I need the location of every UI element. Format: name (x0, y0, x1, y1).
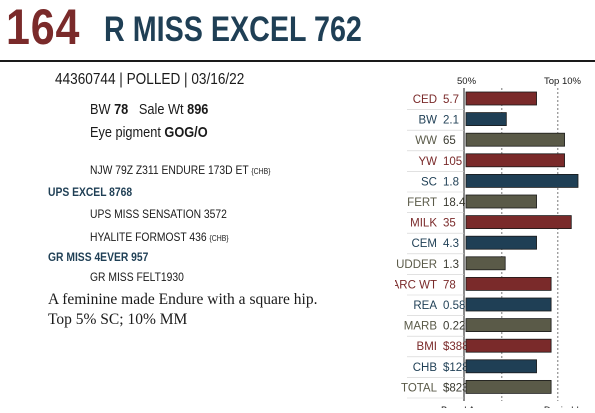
trait-label-chb: CHB (413, 362, 438, 374)
trait-label-ww: WW (415, 135, 437, 147)
trait-value-rea: 0.58 (443, 300, 465, 312)
trait-bar-ced (465, 91, 537, 106)
trait-bar-rea (465, 297, 552, 312)
trait-value-milk: 35 (443, 218, 456, 230)
chart-top-right-label: Top 10% (544, 76, 582, 87)
trait-value-ww: 65 (443, 135, 456, 147)
trait-label-bmi: BMI (417, 341, 437, 353)
trait-label-carc-wt: CARC WT (395, 279, 437, 291)
comment-line-1: A feminine made Endure with a square hip… (48, 291, 318, 308)
pedigree-sire-sire: NJW 79Z Z311 ENDURE 173D ET {CHB} (90, 163, 270, 179)
pedigree-sire: UPS EXCEL 8768 (48, 185, 133, 199)
pedigree-dam-sire: HYALITE FORMOST 436 {CHB} (90, 230, 229, 246)
header-divider (0, 60, 595, 62)
eye-pigment-line: Eye pigment GOG/O (90, 124, 208, 141)
sire-sire-tag: {CHB} (251, 167, 271, 176)
trait-value-fert: 18.4 (443, 197, 466, 209)
trait-value-carc-wt: 78 (443, 279, 456, 291)
registration-line: 44360744 | POLLED | 03/16/22 (55, 71, 245, 88)
trait-value-sc: 1.8 (443, 176, 459, 188)
pedigree-dam-dam: GR MISS FELT1930 (90, 270, 184, 284)
trait-label-ced: CED (413, 94, 437, 106)
chart-bottom-left-label: Breed Average (441, 405, 504, 408)
trait-label-cem: CEM (411, 238, 437, 250)
chart-bottom-right-label: Desirable (544, 405, 584, 408)
trait-bar-bw (465, 112, 507, 126)
trait-value-ced: 5.7 (443, 94, 459, 106)
animal-name: R MISS EXCEL 762 (104, 10, 362, 49)
trait-value-bw: 2.1 (443, 115, 459, 127)
trait-bar-sc (465, 174, 579, 188)
trait-bar-milk (465, 215, 572, 230)
eye-pigment-label: Eye pigment (90, 124, 161, 141)
sire-sire-name: NJW 79Z Z311 ENDURE 173D ET (90, 163, 249, 177)
epd-bar-chart: 50% Top 10% CED 5.7 BW 2.1 WW 65 YW 105 SC 1.8 FERT 1… (395, 76, 584, 408)
trait-label-yw: YW (418, 156, 437, 168)
dam-sire-name: HYALITE FORMOST 436 (90, 230, 207, 244)
trait-bar-udder (465, 256, 506, 271)
pedigree-dam: GR MISS 4EVER 957 (48, 250, 149, 264)
sale-wt-label: Sale Wt (138, 101, 184, 118)
trait-bar-carc-wt (465, 276, 552, 291)
trait-bar-cem (465, 235, 537, 250)
trait-value-total: $823 (443, 382, 469, 394)
trait-bar-chb (465, 359, 537, 374)
trait-label-sc: SC (421, 176, 437, 188)
trait-bar-yw (465, 153, 565, 168)
trait-bar-fert (465, 194, 537, 209)
sale-wt-value: 896 (187, 101, 209, 118)
trait-bar-ww (465, 132, 565, 147)
trait-value-bmi: $388 (443, 341, 469, 353)
trait-bar-bmi (465, 338, 552, 353)
trait-value-chb: $128 (443, 362, 469, 374)
trait-label-rea: REA (413, 300, 437, 312)
trait-label-milk: MILK (410, 218, 437, 230)
trait-label-total: TOTAL (401, 382, 438, 394)
lot-number: 164 (6, 0, 81, 55)
trait-label-udder: UDDER (396, 259, 437, 271)
pedigree-sire-dam: UPS MISS SENSATION 3572 (90, 207, 227, 221)
trait-bar-marb (465, 318, 552, 333)
chart-top-left-label: 50% (457, 76, 477, 87)
dam-sire-tag: {CHB} (209, 234, 229, 243)
eye-pigment-value: GOG/O (164, 124, 208, 141)
comment-block: A feminine made Endure with a square hip… (48, 290, 378, 330)
weights-line: BW 78 Sale Wt 896 (90, 101, 208, 118)
comment-line-2: Top 5% SC; 10% MM (48, 311, 188, 328)
trait-value-yw: 105 (443, 156, 462, 168)
trait-value-udder: 1.3 (443, 259, 459, 271)
trait-value-cem: 4.3 (443, 238, 459, 250)
trait-value-marb: 0.22 (443, 321, 465, 333)
trait-label-bw: BW (418, 115, 437, 127)
bw-label: BW (90, 101, 111, 118)
trait-bar-total (465, 379, 552, 394)
trait-label-marb: MARB (404, 321, 438, 333)
trait-label-fert: FERT (407, 197, 437, 209)
bw-value: 78 (114, 101, 129, 118)
